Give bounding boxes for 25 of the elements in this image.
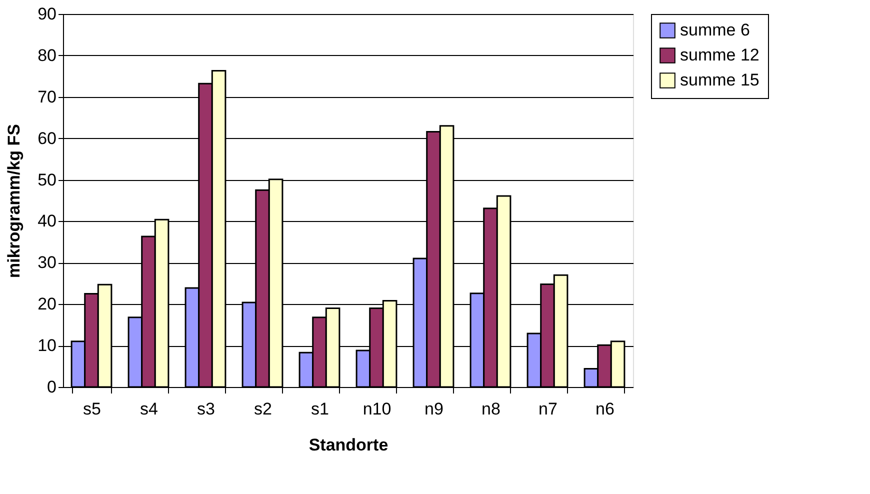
y-tick-label: 30: [38, 253, 56, 272]
y-tick-label: 80: [38, 46, 56, 65]
x-tick-label: s2: [254, 400, 272, 418]
legend-label: summe 12: [680, 46, 760, 64]
y-tick-label: 50: [38, 170, 56, 190]
x-tick-label: n9: [424, 400, 444, 418]
x-tick-label: n8: [482, 400, 500, 418]
y-tick-label: 20: [38, 294, 56, 314]
y-axis-title: mikrogramm/kg FS: [4, 124, 24, 278]
y-tick-label: 0: [47, 378, 56, 396]
x-tick-label: s4: [140, 400, 158, 418]
y-tick-label: 90: [38, 4, 56, 24]
x-axis-title: Standorte: [308, 436, 388, 454]
x-tick-label: n7: [538, 400, 558, 418]
legend-label: summe 15: [680, 70, 760, 90]
x-tick-label: s5: [83, 400, 101, 418]
x-tick-label: n6: [596, 400, 614, 418]
y-tick-label: 60: [38, 128, 56, 148]
legend-label: summe 6: [680, 20, 750, 40]
x-tick-label: s3: [197, 400, 215, 418]
y-tick-label: 70: [38, 87, 56, 106]
x-tick-label: n10: [362, 400, 392, 418]
x-tick-label: s1: [311, 400, 329, 418]
y-tick-label: 40: [38, 212, 56, 231]
y-tick-label: 10: [38, 336, 56, 356]
